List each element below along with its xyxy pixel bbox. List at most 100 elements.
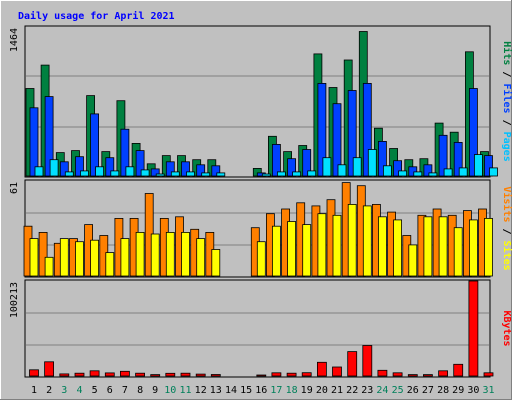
legend-kbytes: KBytes <box>501 310 512 346</box>
x-tick-label-9: 9 <box>152 385 158 396</box>
bar-sites-11 <box>181 231 190 277</box>
bar-kbytes-21 <box>332 366 342 377</box>
x-tick-label-4: 4 <box>76 385 82 396</box>
bar-sites-21 <box>332 214 342 277</box>
bar-pages-6 <box>110 170 120 177</box>
legend-visits: Visits <box>501 186 512 222</box>
x-tick-label-20: 20 <box>316 385 328 396</box>
x-tick-label-14: 14 <box>225 385 237 396</box>
x-tick-label-22: 22 <box>346 385 358 396</box>
bar-sites-4 <box>75 241 84 277</box>
x-tick-label-31: 31 <box>482 385 494 396</box>
bar-pages-26 <box>413 171 423 177</box>
legend-hits: Hits <box>501 41 512 65</box>
bar-files-8 <box>135 150 145 177</box>
bar-sites-9 <box>150 233 160 277</box>
bar-files-31 <box>484 155 493 177</box>
panel-kbytes: 100213 KBytes <box>9 279 512 378</box>
panel-visits: 61 Visits / Sites <box>9 179 512 278</box>
bar-kbytes-29 <box>453 363 464 377</box>
bar-pages-5 <box>95 166 104 177</box>
bar-pages-12 <box>201 172 211 177</box>
x-tick-label-18: 18 <box>286 385 298 396</box>
bar-pages-1 <box>34 166 44 177</box>
bar-kbytes-4 <box>74 372 85 377</box>
bar-files-12 <box>196 164 206 177</box>
bar-pages-24 <box>382 165 392 177</box>
x-tick-label-8: 8 <box>137 385 143 396</box>
bar-files-25 <box>393 160 403 177</box>
x-tick-label-3: 3 <box>61 385 67 396</box>
series-visits <box>23 182 487 277</box>
x-tick-label-26: 26 <box>407 385 419 396</box>
legend-files: Files <box>501 83 512 113</box>
x-tick-label-12: 12 <box>195 385 207 396</box>
bar-pages-3 <box>64 171 74 177</box>
bar-files-18 <box>287 158 297 177</box>
bar-files-20 <box>317 83 327 177</box>
bar-files-30 <box>468 88 478 177</box>
bar-sites-29 <box>453 227 463 277</box>
x-tick-label-2: 2 <box>46 385 52 396</box>
bar-kbytes-8 <box>135 372 146 377</box>
x-tick-label-16: 16 <box>255 385 267 396</box>
x-tick-label-19: 19 <box>301 385 313 396</box>
x-tick-label-25: 25 <box>392 385 404 396</box>
bar-files-29 <box>453 141 463 177</box>
bar-pages-30 <box>473 154 483 177</box>
series-files <box>29 83 493 177</box>
bar-sites-23 <box>362 205 372 277</box>
bar-files-17 <box>271 143 281 177</box>
bar-files-28 <box>438 134 448 177</box>
bar-pages-11 <box>186 171 195 177</box>
bar-files-4 <box>75 156 84 177</box>
bar-visits-2 <box>38 231 48 277</box>
bar-sites-13 <box>211 249 221 277</box>
bar-sites-8 <box>135 231 145 277</box>
bar-sites-31 <box>484 217 493 277</box>
x-tick-label-11: 11 <box>179 385 191 396</box>
bar-sites-10 <box>165 231 175 277</box>
bar-pages-22 <box>352 157 362 177</box>
bar-sites-16 <box>256 241 266 277</box>
x-tick-label-7: 7 <box>122 385 128 396</box>
legend-separator: / <box>501 65 512 83</box>
bar-files-3 <box>59 161 69 177</box>
bar-kbytes-6 <box>104 372 115 377</box>
series-kbytes <box>29 280 494 377</box>
bar-kbytes-30 <box>468 280 479 377</box>
bar-files-9 <box>150 168 160 177</box>
bar-kbytes-17 <box>271 372 282 377</box>
bar-sites-7 <box>120 238 130 277</box>
bar-kbytes-28 <box>438 370 449 377</box>
bar-files-22 <box>347 90 357 177</box>
bar-kbytes-9 <box>150 374 161 377</box>
bar-sites-19 <box>302 224 312 277</box>
legend-separator: / <box>501 114 512 132</box>
x-tick-label-28: 28 <box>437 385 449 396</box>
bar-pages-27 <box>428 172 438 177</box>
chart-title: Daily usage for April 2021 <box>18 10 175 22</box>
bar-kbytes-3 <box>59 373 70 377</box>
bar-kbytes-5 <box>89 370 100 377</box>
bar-pages-8 <box>140 169 150 177</box>
bar-kbytes-12 <box>195 373 206 377</box>
bar-kbytes-10 <box>165 372 176 377</box>
bar-files-6 <box>105 157 115 177</box>
bar-pages-7 <box>125 166 135 177</box>
bar-kbytes-31 <box>483 372 494 377</box>
bar-sites-22 <box>347 203 357 277</box>
bar-files-2 <box>44 96 54 177</box>
bar-files-26 <box>408 166 418 177</box>
x-tick-label-13: 13 <box>210 385 222 396</box>
panel-hits: 1464 Hits / Files / Pages <box>9 25 512 178</box>
bar-sites-27 <box>423 216 433 277</box>
x-tick-label-21: 21 <box>331 385 343 396</box>
bar-kbytes-23 <box>362 345 373 377</box>
bar-files-19 <box>302 149 312 177</box>
panel-kbytes-legend: KBytes <box>501 310 512 346</box>
x-tick-label-29: 29 <box>452 385 464 396</box>
bar-sites-18 <box>287 221 297 277</box>
bar-pages-20 <box>322 157 332 177</box>
